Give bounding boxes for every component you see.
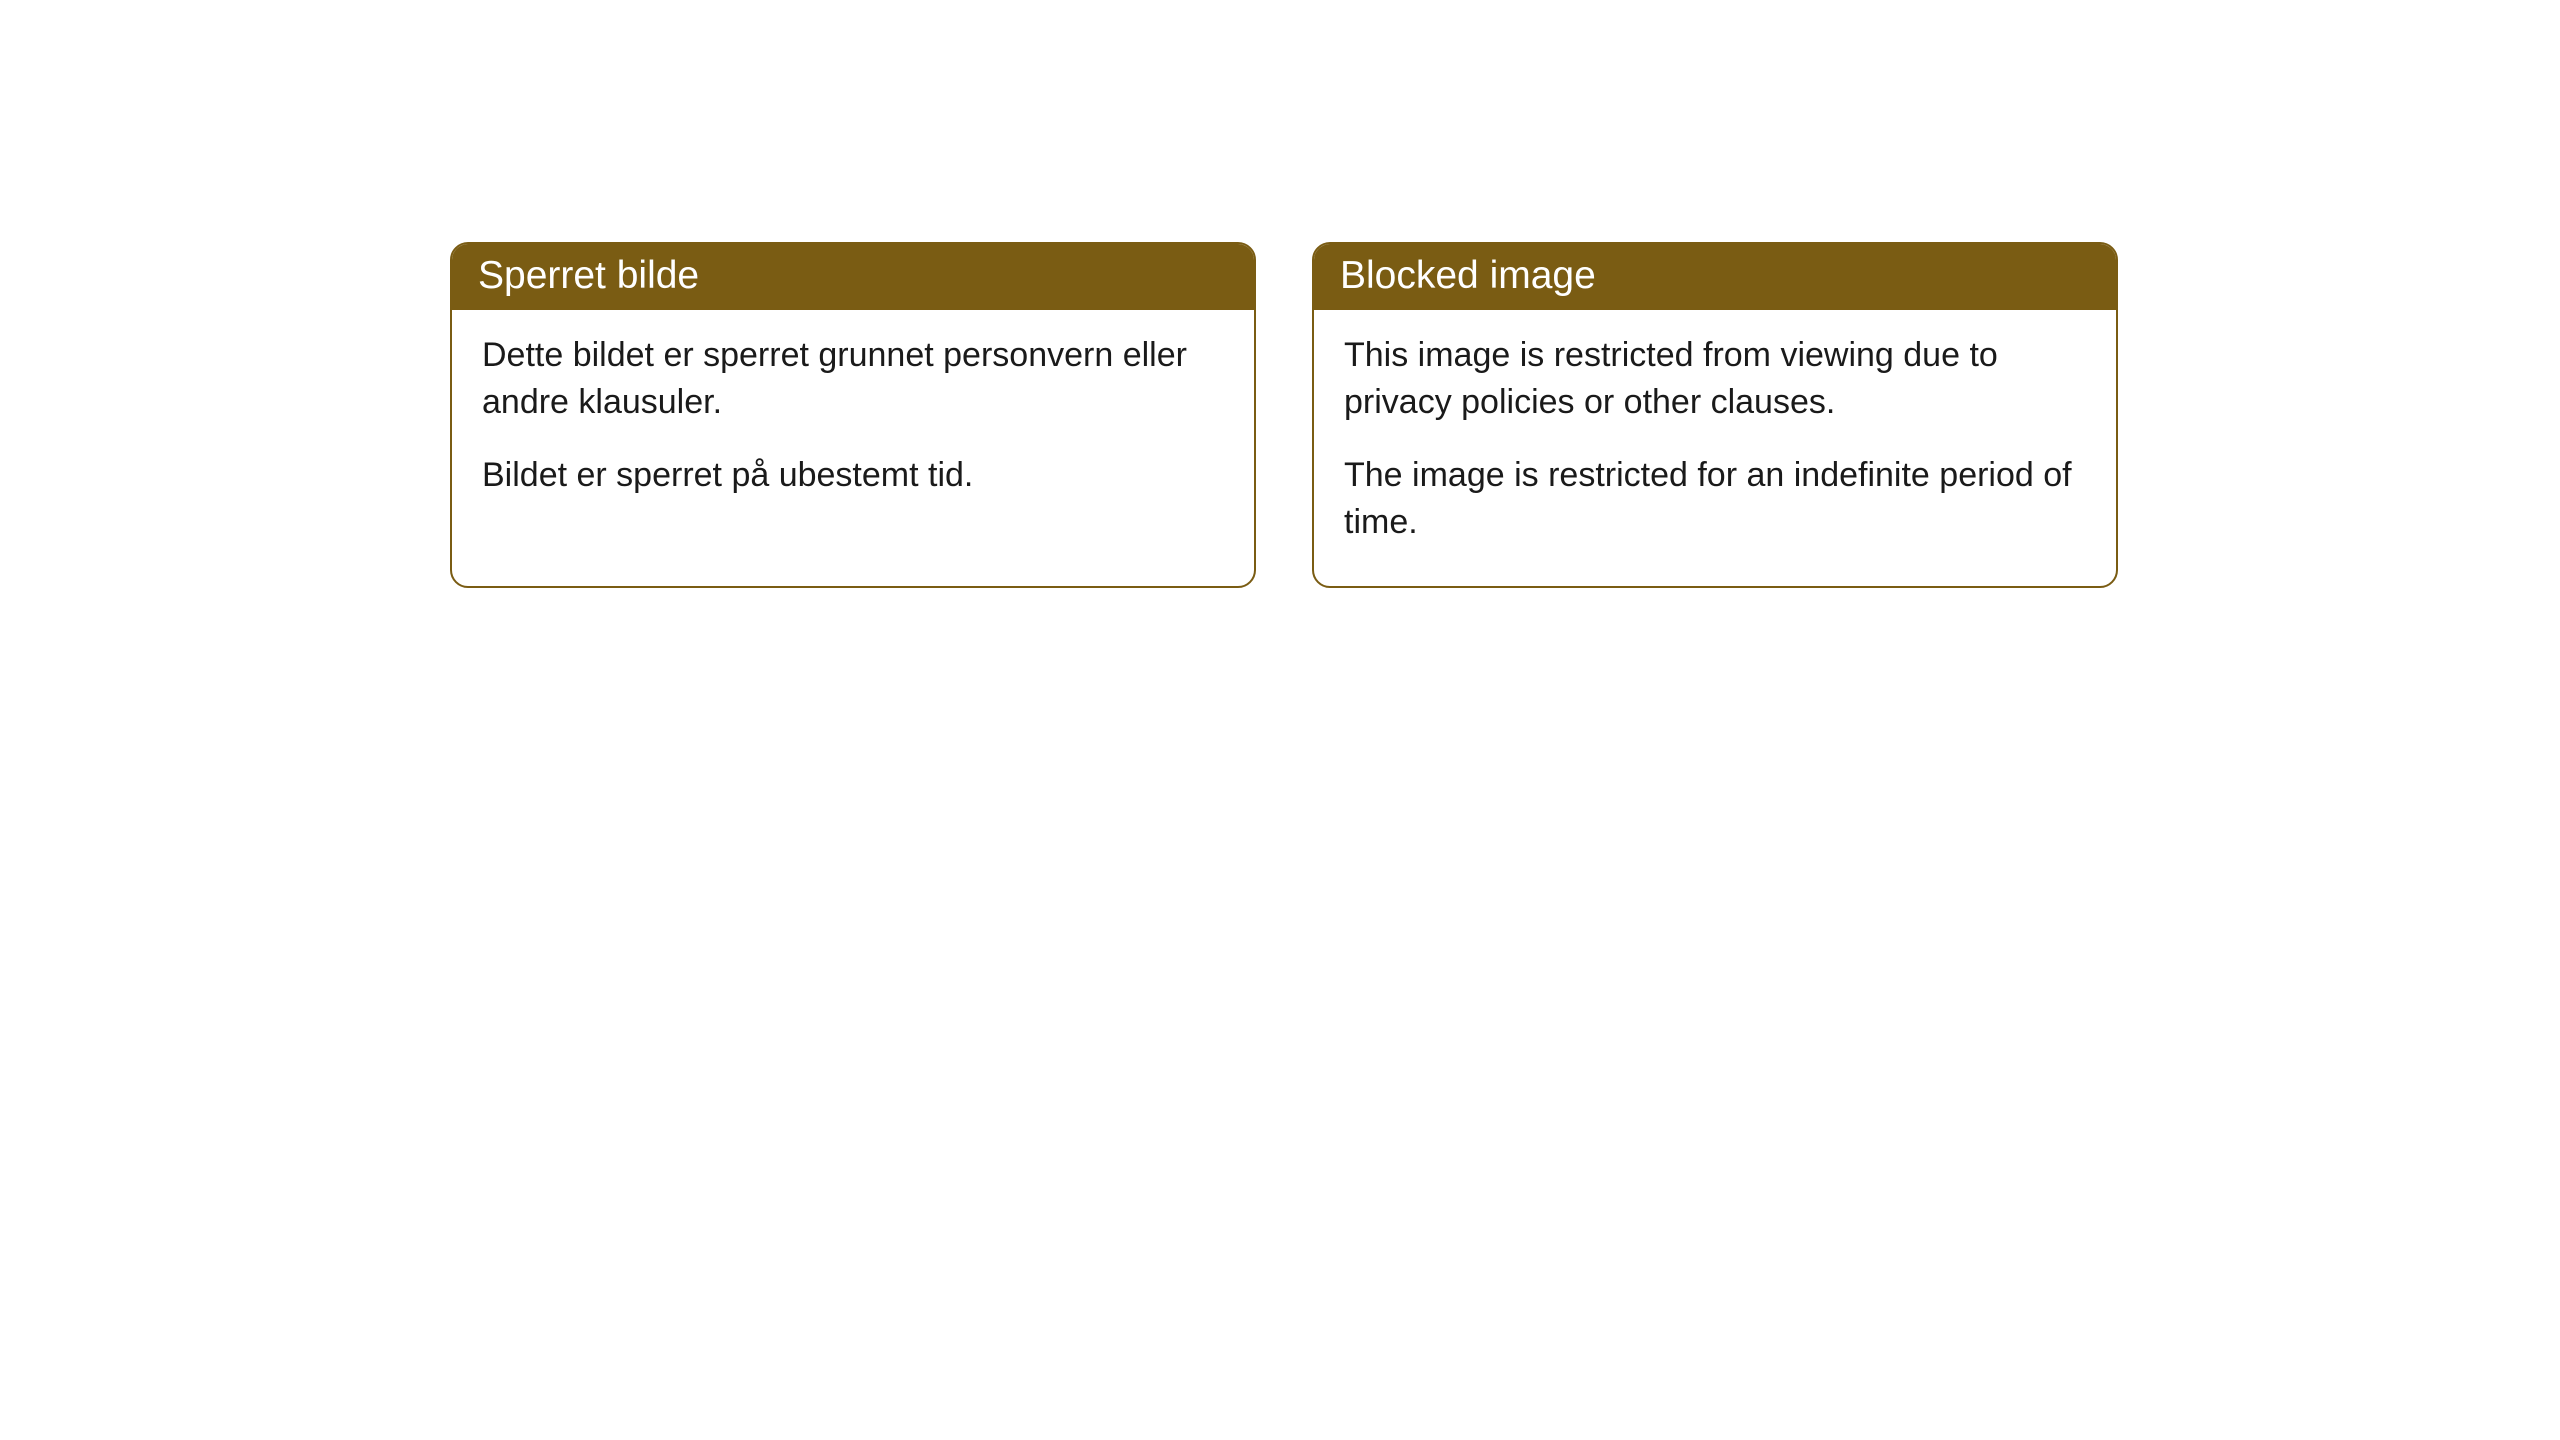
card-paragraph: This image is restricted from viewing du… xyxy=(1344,332,2086,426)
blocked-image-card-norwegian: Sperret bilde Dette bildet er sperret gr… xyxy=(450,242,1256,588)
card-paragraph: Bildet er sperret på ubestemt tid. xyxy=(482,452,1224,499)
blocked-image-card-english: Blocked image This image is restricted f… xyxy=(1312,242,2118,588)
card-paragraph: The image is restricted for an indefinit… xyxy=(1344,452,2086,546)
card-paragraph: Dette bildet er sperret grunnet personve… xyxy=(482,332,1224,426)
card-body: This image is restricted from viewing du… xyxy=(1314,310,2116,586)
notice-cards-container: Sperret bilde Dette bildet er sperret gr… xyxy=(0,0,2560,588)
card-body: Dette bildet er sperret grunnet personve… xyxy=(452,310,1254,539)
card-title: Sperret bilde xyxy=(452,244,1254,310)
card-title: Blocked image xyxy=(1314,244,2116,310)
